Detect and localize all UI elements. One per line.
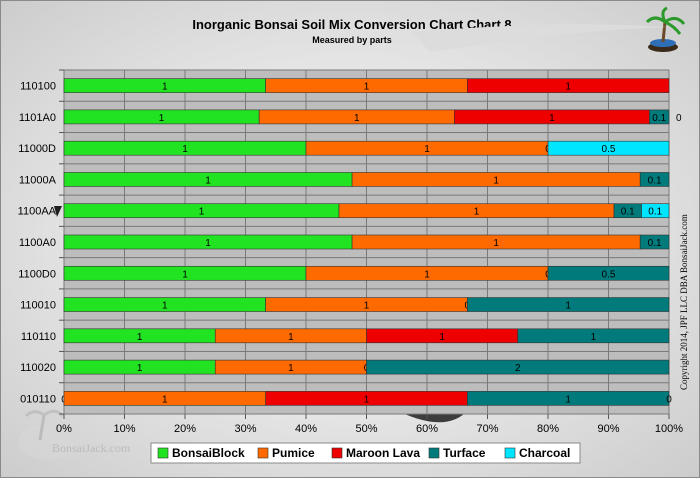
bar-value-label: 1	[474, 207, 480, 218]
legend-label: Maroon Lava	[346, 446, 420, 460]
bar-value-label: 1	[364, 301, 370, 312]
legend-label: BonsaiBlock	[172, 446, 245, 460]
bar-value-label: 0.1	[648, 207, 662, 218]
legend-swatch	[331, 447, 343, 459]
bar-segment	[639, 234, 670, 250]
brush-stroke-top	[412, 24, 668, 52]
bar-value-label: 1	[162, 301, 168, 312]
bar-value-label: 1	[565, 394, 571, 405]
x-tick-label: 30%	[234, 423, 256, 435]
bar-segment	[517, 328, 670, 344]
bar-value-label: 1	[288, 363, 294, 374]
y-category-label: 110010	[20, 300, 56, 312]
y-category-label: 1100A0	[19, 237, 56, 249]
bar-outside-label: 0	[676, 113, 682, 124]
bar-value-label: 2	[515, 363, 521, 374]
bar-segment	[467, 297, 670, 312]
watermark-bottom-left: BonsaiJack.com	[18, 409, 131, 460]
bar-segment	[467, 78, 670, 93]
bar-value-label: 1	[493, 175, 499, 186]
watermark-text: BonsaiJack.com	[52, 441, 131, 455]
bar-value-label: 0.1	[648, 175, 662, 186]
bar-value-label: 1	[162, 394, 168, 405]
bar-value-label: 0.1	[648, 238, 662, 249]
bar-value-label: 1	[199, 207, 205, 218]
value-axis: 0% 10% 20% 30% 40% 50% 60% 70% 80% 90% 100%	[56, 423, 683, 435]
bar-value-label: 1	[424, 269, 430, 280]
bar-value-label: 1	[354, 113, 360, 124]
x-tick-label: 20%	[174, 423, 196, 435]
bar-value-label: 1	[565, 301, 571, 312]
x-tick-label: 0%	[56, 423, 72, 435]
bar-value-label: 1	[549, 113, 555, 124]
legend-label: Turface	[443, 446, 486, 460]
bar-segment	[366, 359, 670, 375]
bar-segment	[641, 203, 670, 219]
bar-value-label: 1	[591, 332, 597, 343]
x-tick-label: 100%	[655, 423, 683, 435]
bar-value-label: 0.5	[602, 144, 616, 155]
legend-swatch	[504, 447, 516, 459]
x-tick-label: 80%	[537, 423, 559, 435]
y-category-label: 11000D	[18, 143, 56, 155]
y-category-label: 110020	[20, 362, 56, 374]
bar-segment	[639, 172, 670, 187]
bar-value-label: 1	[137, 332, 143, 343]
bar-segment	[467, 391, 670, 406]
bar-value-label: 1	[162, 82, 168, 93]
legend-swatch	[157, 447, 169, 459]
legend: BonsaiBlock Pumice Maroon Lava Turface Charc…	[150, 442, 581, 464]
bar-segment	[649, 109, 670, 125]
y-category-label: 1101A0	[19, 112, 56, 124]
logo-top-right	[645, 6, 686, 52]
bar-value-label: 0.5	[602, 269, 616, 280]
y-category-label: 010110	[20, 393, 56, 405]
legend-label: Pumice	[272, 446, 315, 460]
y-category-label: 110110	[21, 331, 56, 343]
bar-value-label: 1	[364, 82, 370, 93]
bar-value-label: 1	[439, 332, 445, 343]
brush-stroke-left	[54, 206, 62, 217]
y-category-label: 1100D0	[18, 268, 56, 280]
chart-subtitle: Measured by parts	[312, 35, 392, 45]
bar-value-label: 1	[182, 269, 188, 280]
bar-value-label: 1	[182, 144, 188, 155]
bar-segment	[547, 265, 670, 281]
category-axis: 110100 1101A0 11000D 11000A 1100AA 1100A0 1100…	[18, 81, 57, 406]
legend-swatch	[257, 447, 269, 459]
x-tick-label: 10%	[113, 423, 135, 435]
bar-value-label: 1	[159, 113, 165, 124]
bar-segment	[547, 140, 670, 156]
y-category-label: 11000A	[19, 174, 57, 186]
x-tick-label: 60%	[416, 423, 438, 435]
legend-label: Charcoal	[519, 446, 570, 460]
y-category-label: 110100	[20, 81, 56, 93]
bar-value-label: 0.1	[652, 113, 666, 124]
chart-title: Inorganic Bonsai Soil Mix Conversion Cha…	[192, 17, 511, 32]
y-category-label: 1100AA	[18, 206, 57, 218]
x-tick-label: 50%	[355, 423, 377, 435]
bar-value-label: 1	[424, 144, 430, 155]
x-tick-label: 40%	[295, 423, 317, 435]
bar-value-label: 1	[288, 332, 294, 343]
bar-value-label: 1	[565, 82, 571, 93]
x-tick-label: 70%	[476, 423, 498, 435]
bar-value-label: 1	[364, 394, 370, 405]
bar-value-label: 1	[137, 363, 143, 374]
bar-value-label: 1	[205, 175, 211, 186]
copyright-text: Copyright 2014, JPF LLC DBA BonsaiJack.c…	[679, 214, 689, 390]
bar-value-label: 1	[205, 238, 211, 249]
bar-value-label: 0.1	[621, 207, 635, 218]
bar-value-label: 0	[666, 394, 672, 405]
bar-value-label: 1	[493, 238, 499, 249]
x-tick-label: 90%	[597, 423, 619, 435]
bars: 1111110.101100.5110.1110.10.1110.11100.5…	[61, 78, 682, 406]
legend-swatch	[428, 447, 440, 459]
